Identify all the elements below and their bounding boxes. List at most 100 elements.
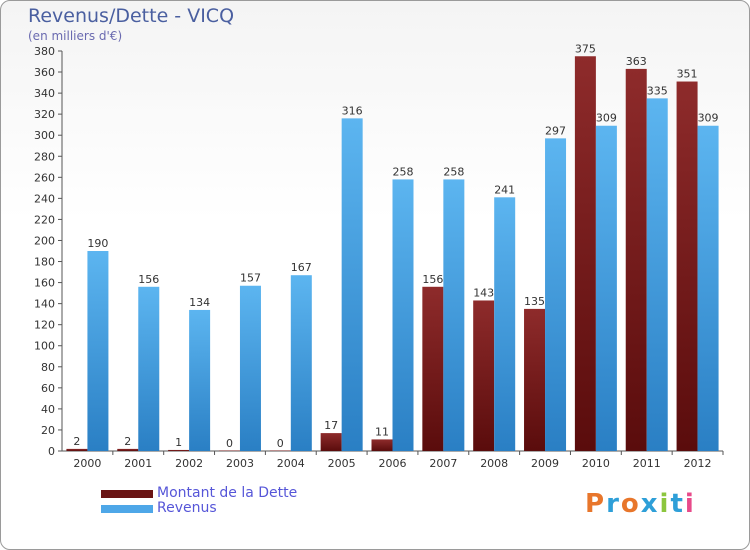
bar-revenus-2009 — [545, 138, 567, 452]
bar-dette-2003 — [218, 450, 240, 451]
bar-dette-2007 — [422, 286, 444, 451]
bar-revenus-2006 — [392, 179, 414, 451]
proxiti-logo: Proxiti — [585, 489, 696, 519]
y-tick-label: 100 — [34, 340, 55, 353]
x-tick-label: 2007 — [429, 457, 457, 470]
data-label-revenus-2003: 157 — [240, 272, 261, 285]
bar-revenus-2010 — [595, 125, 617, 451]
data-label-revenus-2000: 190 — [87, 237, 108, 250]
y-tick-label: 340 — [34, 87, 55, 100]
x-tick-label: 2000 — [73, 457, 101, 470]
y-tick-label: 80 — [41, 361, 55, 374]
data-label-dette-2009: 135 — [524, 295, 545, 308]
y-tick-label: 280 — [34, 150, 55, 163]
data-label-revenus-2006: 258 — [393, 165, 414, 178]
legend-swatch-revenus — [101, 505, 153, 513]
bars — [66, 56, 719, 452]
bar-dette-2009 — [524, 308, 546, 451]
x-tick-label: 2003 — [226, 457, 254, 470]
data-label-revenus-2004: 167 — [291, 261, 312, 274]
x-tick-label: 2002 — [175, 457, 203, 470]
bar-dette-2012 — [676, 81, 698, 452]
bar-dette-2002 — [168, 449, 190, 451]
data-label-dette-2004: 0 — [277, 437, 284, 450]
logo-letter: P — [585, 489, 607, 519]
bar-revenus-2008 — [494, 197, 516, 451]
bar-revenus-2002 — [189, 309, 211, 451]
x-tick-label: 2006 — [379, 457, 407, 470]
x-tick-label: 2009 — [531, 457, 559, 470]
bar-revenus-2005 — [341, 118, 363, 452]
x-tick-label: 2012 — [684, 457, 712, 470]
y-tick-label: 380 — [34, 45, 55, 58]
y-tick-label: 60 — [41, 382, 55, 395]
data-label-dette-2010: 375 — [575, 42, 596, 55]
y-tick-label: 180 — [34, 256, 55, 269]
logo-letter: i — [684, 489, 696, 519]
logo-letter: x — [640, 489, 660, 519]
data-label-revenus-2012: 309 — [698, 112, 719, 125]
bar-revenus-2004 — [290, 275, 312, 451]
data-label-dette-2011: 363 — [626, 55, 647, 68]
data-label-revenus-2002: 134 — [189, 296, 210, 309]
bar-dette-2001 — [117, 448, 139, 451]
x-tick-label: 2008 — [480, 457, 508, 470]
bar-dette-2010 — [574, 56, 596, 452]
chart-title: Revenus/Dette - VICQ — [28, 5, 235, 27]
y-tick-label: 260 — [34, 171, 55, 184]
data-labels: 2 190 2 156 1 134 0 157 0 167 17 316 11 258 156 258 143 2… — [73, 42, 718, 450]
legend-label-dette: Montant de la Dette — [157, 485, 298, 501]
y-tick-label: 360 — [34, 66, 55, 79]
data-label-dette-2007: 156 — [422, 273, 443, 286]
x-tick-label: 2005 — [328, 457, 356, 470]
bar-dette-2011 — [625, 68, 647, 451]
bar-dette-2000 — [66, 448, 88, 451]
data-label-dette-2002: 1 — [175, 436, 182, 449]
bar-revenus-2011 — [646, 98, 668, 452]
y-tick-label: 220 — [34, 213, 55, 226]
data-label-revenus-2010: 309 — [596, 112, 617, 125]
y-tick-label: 320 — [34, 108, 55, 121]
logo-letter: t — [670, 489, 685, 519]
bar-revenus-2001 — [138, 286, 160, 451]
data-label-revenus-2005: 316 — [342, 104, 363, 117]
bar-revenus-2000 — [87, 251, 109, 451]
bar-dette-2004 — [269, 450, 291, 451]
y-tick-label: 200 — [34, 234, 55, 247]
data-label-revenus-2007: 258 — [443, 165, 464, 178]
data-label-dette-2012: 351 — [677, 68, 698, 81]
data-label-dette-2003: 0 — [226, 437, 233, 450]
y-tick-label: 160 — [34, 277, 55, 290]
data-label-revenus-2001: 156 — [138, 273, 159, 286]
x-tick-label: 2001 — [124, 457, 152, 470]
y-tick-label: 120 — [34, 319, 55, 332]
bar-revenus-2003 — [239, 285, 261, 451]
data-label-dette-2001: 2 — [124, 435, 131, 448]
bar-dette-2005 — [320, 433, 342, 451]
data-label-dette-2000: 2 — [73, 435, 80, 448]
axes: 0204060801001201401601802002202402602803… — [34, 45, 724, 470]
legend-label-revenus: Revenus — [157, 500, 217, 516]
y-tick-label: 40 — [41, 403, 55, 416]
chart-subtitle: (en milliers d'€) — [28, 29, 123, 43]
y-tick-label: 140 — [34, 298, 55, 311]
data-label-dette-2006: 11 — [375, 425, 389, 438]
logo-letter: r — [606, 489, 621, 519]
y-tick-label: 20 — [41, 424, 55, 437]
x-tick-label: 2011 — [633, 457, 661, 470]
data-label-dette-2005: 17 — [324, 419, 338, 432]
data-label-revenus-2008: 241 — [494, 183, 515, 196]
legend-swatch-dette — [101, 490, 153, 498]
y-tick-label: 0 — [48, 445, 55, 458]
data-label-revenus-2009: 297 — [545, 124, 566, 137]
bar-revenus-2012 — [697, 125, 719, 451]
y-tick-label: 240 — [34, 192, 55, 205]
bar-dette-2008 — [473, 300, 495, 451]
bar-chart: 0204060801001201401601802002202402602803… — [34, 42, 724, 470]
data-label-dette-2008: 143 — [473, 286, 494, 299]
x-tick-label: 2004 — [277, 457, 305, 470]
x-tick-label: 2010 — [582, 457, 610, 470]
logo-letter: i — [659, 489, 671, 519]
data-label-revenus-2011: 335 — [647, 84, 668, 97]
